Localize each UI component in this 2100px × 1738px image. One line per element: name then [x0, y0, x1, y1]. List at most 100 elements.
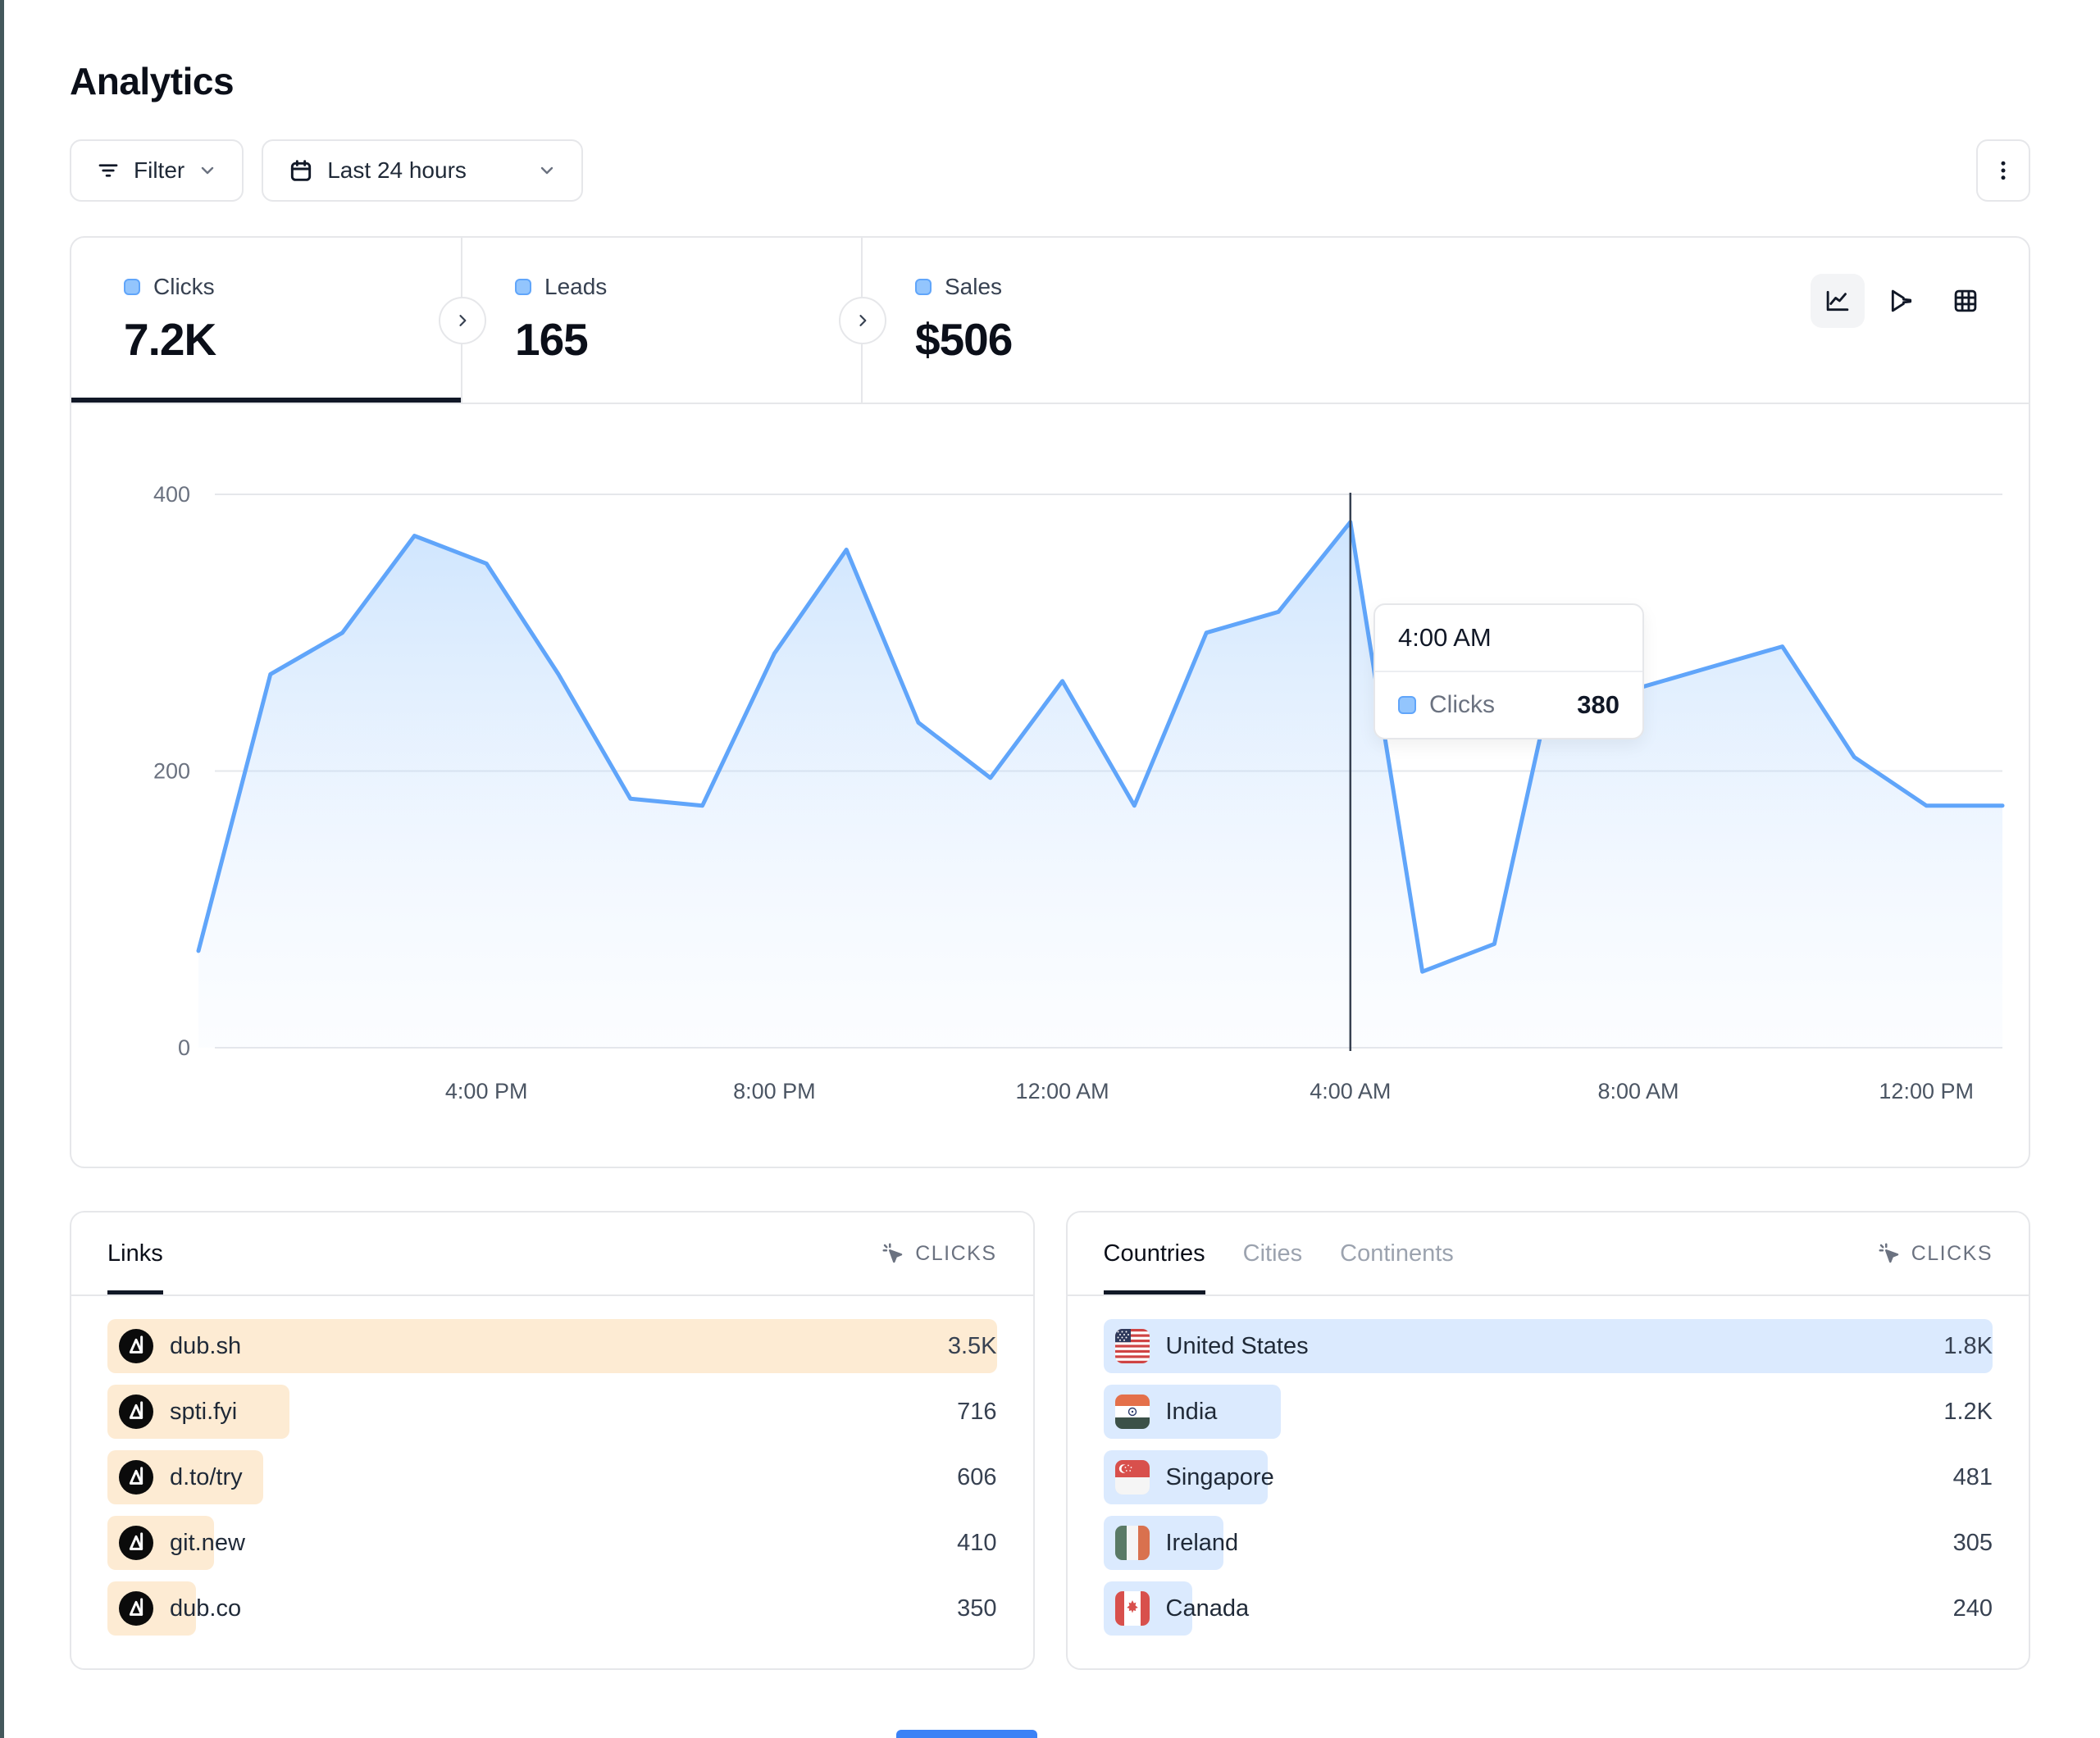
funnel-view-button[interactable] [1875, 274, 1929, 328]
x-axis-tick-label: 12:00 AM [1016, 1079, 1109, 1103]
ireland-flag-icon [1114, 1526, 1150, 1560]
line-chart-icon [1826, 290, 1849, 312]
kebab-menu-icon [1991, 158, 2016, 183]
chevron-right-icon [459, 314, 467, 326]
tab-cities[interactable]: Cities [1242, 1240, 1303, 1267]
bottom-peek-element [896, 1730, 1037, 1738]
expand-leads-button[interactable] [839, 296, 886, 344]
chevron-down-icon [537, 161, 557, 180]
stat-tab-sales[interactable]: Sales $506 [863, 238, 2029, 403]
country-value: 240 [1952, 1595, 1993, 1622]
filter-label: Filter [134, 157, 185, 183]
funnel-icon [1891, 289, 1912, 312]
link-value: 716 [957, 1398, 997, 1425]
y-axis-tick-label: 200 [153, 759, 190, 784]
sort-label: CLICKS [915, 1241, 997, 1265]
link-row[interactable]: spti.fyi 716 [107, 1385, 997, 1439]
stat-label: Clicks [153, 274, 215, 299]
countries-sort-by-clicks-button[interactable]: CLICKS [1877, 1241, 1993, 1266]
stat-label: Sales [945, 274, 1003, 299]
x-axis-tick-label: 4:00 PM [445, 1079, 528, 1103]
stat-tab-leads[interactable]: Leads 165 [462, 238, 863, 403]
link-value: 606 [957, 1463, 997, 1490]
link-label: d.to/try [170, 1463, 243, 1490]
page-title: Analytics [70, 60, 235, 102]
row-bar [1103, 1319, 1993, 1373]
toolbar: Filter Last 24 hours [70, 139, 2030, 202]
country-label: India [1165, 1398, 1218, 1425]
country-value: 305 [1952, 1529, 1993, 1556]
dub-logo-icon [119, 1591, 153, 1626]
tab-links[interactable]: Links [107, 1213, 163, 1294]
filter-button[interactable]: Filter [70, 139, 244, 202]
date-range-button[interactable]: Last 24 hours [262, 139, 584, 202]
link-value: 3.5K [947, 1332, 997, 1359]
country-row[interactable]: Singapore 481 [1103, 1450, 1993, 1504]
clicks-legend-icon [124, 279, 140, 295]
us-flag-icon [1114, 1329, 1150, 1363]
clicks-legend-icon [1398, 696, 1416, 714]
tab-continents[interactable]: Continents [1340, 1240, 1454, 1267]
links-sort-by-clicks-button[interactable]: CLICKS [881, 1241, 996, 1266]
links-rows: dub.sh 3.5K spti.fyi 716 d [71, 1296, 1033, 1636]
breakdown-panels: Links CLICKS dub.sh 3.5K [70, 1211, 2030, 1670]
country-row[interactable]: United States 1.8K [1103, 1319, 1993, 1373]
country-label: United States [1165, 1332, 1309, 1359]
chart-tooltip: 4:00 AM Clicks 380 [1373, 603, 1644, 739]
sales-legend-icon [915, 279, 932, 295]
country-row[interactable]: Ireland 305 [1103, 1516, 1993, 1570]
country-value: 1.2K [1943, 1398, 1993, 1425]
canada-flag-icon [1114, 1591, 1150, 1626]
link-label: git.new [170, 1529, 245, 1556]
dub-logo-icon [119, 1526, 153, 1560]
filter-icon [96, 158, 121, 183]
x-axis-tick-label: 4:00 AM [1310, 1079, 1391, 1103]
country-row[interactable]: India 1.2K [1103, 1385, 1993, 1439]
link-row[interactable]: dub.sh 3.5K [107, 1319, 997, 1373]
stat-value: 165 [515, 314, 589, 365]
country-value: 1.8K [1943, 1332, 1993, 1359]
country-label: Singapore [1165, 1463, 1274, 1490]
countries-rows: United States 1.8K India 1.2K [1068, 1296, 2029, 1636]
cursor-click-icon [882, 1243, 903, 1263]
link-row[interactable]: dub.co 350 [107, 1581, 997, 1636]
tab-countries[interactable]: Countries [1104, 1213, 1205, 1294]
left-edge-strip [0, 0, 4, 1738]
chart-area[interactable]: 0 200 400 4:00 PM 8:00 PM 12:00 AM 4:00 AM 8:00… [71, 404, 2029, 1165]
singapore-flag-icon [1114, 1460, 1150, 1495]
stats-row: Clicks 7.2K Leads 165 Sales $506 [71, 238, 2029, 404]
row-bar [107, 1319, 997, 1373]
country-value: 481 [1952, 1463, 1993, 1490]
stat-value: 7.2K [124, 314, 216, 365]
stat-tab-clicks[interactable]: Clicks 7.2K [71, 238, 462, 403]
link-row[interactable]: d.to/try 606 [107, 1450, 997, 1504]
line-chart-view-button[interactable] [1811, 274, 1865, 328]
expand-clicks-button[interactable] [439, 296, 486, 344]
chart-view-toggles [1811, 274, 1993, 328]
link-label: spti.fyi [170, 1398, 238, 1425]
dub-logo-icon [119, 1329, 153, 1363]
links-panel: Links CLICKS dub.sh 3.5K [70, 1211, 1035, 1670]
country-label: Ireland [1165, 1529, 1239, 1556]
table-view-button[interactable] [1938, 274, 1993, 328]
leads-legend-icon [515, 279, 531, 295]
link-label: dub.sh [170, 1332, 242, 1359]
country-row[interactable]: Canada 240 [1103, 1581, 1993, 1636]
more-menu-button[interactable] [1976, 139, 2030, 202]
x-axis-tick-label: 8:00 PM [733, 1079, 816, 1103]
area-fill [198, 521, 2002, 1048]
analytics-card: Clicks 7.2K Leads 165 Sales $506 [70, 236, 2030, 1168]
link-row[interactable]: git.new 410 [107, 1516, 997, 1570]
tooltip-time: 4:00 AM [1375, 605, 1642, 672]
chevron-down-icon [198, 161, 217, 180]
y-axis-tick-label: 400 [153, 482, 190, 507]
x-axis-tick-label: 8:00 AM [1597, 1079, 1679, 1103]
date-range-label: Last 24 hours [327, 157, 467, 183]
y-axis-tick-label: 0 [178, 1035, 190, 1060]
country-label: Canada [1165, 1595, 1250, 1622]
link-label: dub.co [170, 1595, 242, 1622]
tooltip-series-label: Clicks [1429, 691, 1495, 718]
tooltip-value: 380 [1577, 690, 1619, 719]
grid-icon [1954, 289, 1977, 312]
